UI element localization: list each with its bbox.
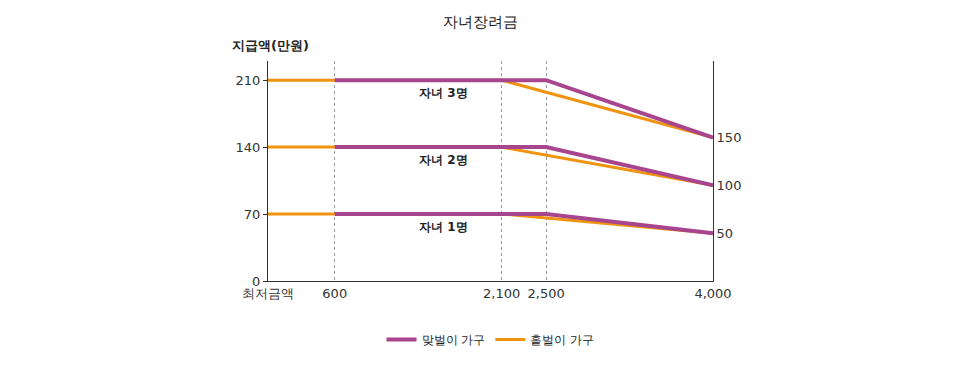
svg-text:50: 50 bbox=[717, 226, 734, 241]
svg-text:70: 70 bbox=[244, 207, 261, 222]
svg-text:지급액(만원): 지급액(만원) bbox=[232, 38, 309, 53]
svg-text:홑벌이 가구: 홑벌이 가구 bbox=[530, 333, 594, 347]
svg-text:600: 600 bbox=[322, 286, 347, 301]
svg-text:100: 100 bbox=[717, 178, 742, 193]
svg-text:자녀 2명: 자녀 2명 bbox=[419, 153, 468, 167]
svg-text:4,000: 4,000 bbox=[694, 286, 731, 301]
svg-text:자녀 1명: 자녀 1명 bbox=[419, 220, 468, 234]
svg-text:2,500: 2,500 bbox=[528, 286, 565, 301]
svg-text:맞벌이 가구: 맞벌이 가구 bbox=[422, 333, 486, 347]
svg-text:최저금액: 최저금액 bbox=[242, 286, 294, 301]
svg-text:140: 140 bbox=[236, 140, 261, 155]
svg-text:2,100: 2,100 bbox=[483, 286, 520, 301]
svg-text:자녀장려금: 자녀장려금 bbox=[443, 13, 518, 31]
svg-text:210: 210 bbox=[236, 73, 261, 88]
svg-text:자녀 3명: 자녀 3명 bbox=[419, 86, 468, 100]
svg-text:150: 150 bbox=[717, 130, 742, 145]
svg-text:0: 0 bbox=[252, 274, 260, 289]
